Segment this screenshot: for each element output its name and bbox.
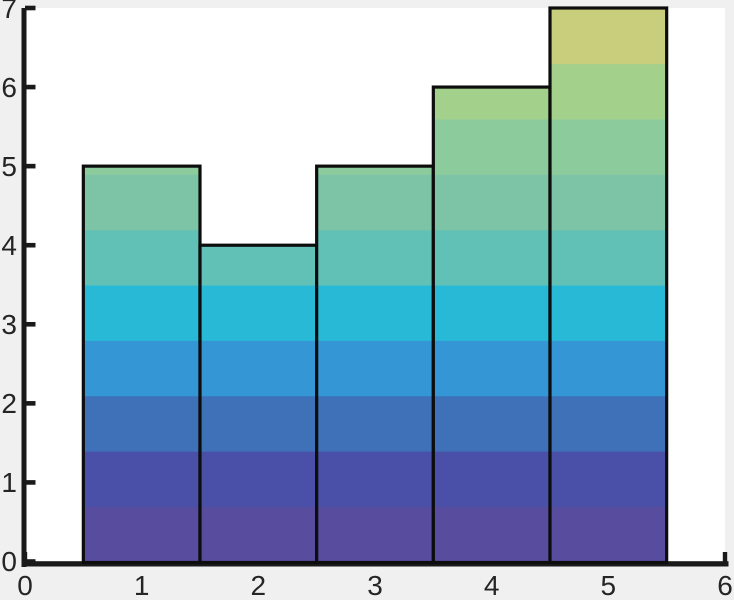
bar-4-band-8: [433, 118, 550, 175]
x-tick-label-1: 1: [133, 570, 150, 600]
y-tick-label-5: 5: [1, 150, 17, 182]
bar-5: [548, 6, 669, 565]
bar-5-band-9: [550, 63, 667, 120]
bar-4-band-3: [433, 395, 550, 452]
x-tick-label-4: 4: [483, 570, 500, 600]
x-tick-label-3: 3: [367, 570, 383, 600]
bar-4-band-4: [433, 340, 550, 397]
bar-1-band-6: [83, 229, 200, 286]
bar-1-band-3: [83, 395, 200, 452]
y-tick-5: [25, 163, 36, 169]
bar-1: [81, 164, 202, 565]
x-tick-6: [722, 552, 728, 562]
bar-5-band-2: [550, 450, 667, 507]
y-tick-label-1: 1: [1, 466, 17, 498]
bar-2-band-1: [200, 506, 317, 563]
y-tick-4: [25, 242, 36, 248]
y-tick-2: [25, 401, 36, 406]
bar-3-band-3: [316, 395, 434, 452]
bar-3-band-1: [316, 506, 434, 563]
bar-2: [198, 243, 319, 565]
bar-2-band-5: [200, 284, 317, 341]
x-tick-label-6: 6: [717, 570, 733, 600]
bar-4-band-1: [433, 506, 550, 563]
bar-4-band-9: [433, 87, 550, 120]
bar-3: [315, 164, 435, 565]
bar-3-band-7: [316, 174, 434, 231]
x-tick-label-5: 5: [600, 570, 617, 600]
y-tick-label-2: 2: [1, 387, 17, 419]
bar-3-band-6: [316, 229, 434, 286]
bar-2-band-3: [200, 395, 317, 452]
y-tick-label-7: 7: [1, 0, 17, 24]
bar-2-band-6: [200, 245, 317, 286]
x-tick-label-2: 2: [250, 570, 267, 600]
bar-2-band-4: [200, 340, 317, 397]
bar-4-band-6: [433, 229, 550, 286]
y-tick-3: [25, 321, 36, 327]
bar-1-band-2: [83, 450, 200, 507]
bar-3-band-4: [316, 340, 434, 397]
bar-5-band-4: [550, 340, 667, 397]
bar-5-band-5: [550, 284, 667, 341]
y-tick-6: [25, 84, 36, 90]
y-axis-spine: [21, 8, 27, 567]
bar-5-band-3: [550, 395, 667, 452]
bar-3-band-5: [316, 284, 434, 341]
bar-4-band-7: [433, 174, 550, 231]
bar-5-band-7: [550, 174, 667, 231]
x-tick-label-0: 0: [17, 570, 33, 600]
bar-5-band-6: [550, 229, 667, 286]
bar-4-band-2: [433, 450, 550, 507]
bar-5-band-8: [550, 118, 667, 175]
bar-3-band-8: [316, 166, 434, 175]
bar-5-band-1: [550, 506, 667, 563]
bar-1-band-4: [83, 340, 200, 397]
y-tick-7: [25, 5, 36, 11]
y-tick-1: [25, 480, 36, 485]
bar-1-band-7: [83, 174, 200, 231]
bar-4-band-5: [433, 284, 550, 341]
y-tick-label-6: 6: [1, 71, 17, 103]
bar-1-band-5: [83, 284, 200, 341]
bar-4: [431, 85, 552, 565]
bar-1-band-8: [83, 166, 200, 175]
y-tick-label-3: 3: [1, 308, 17, 340]
bar-2-band-2: [200, 450, 317, 507]
bar-1-band-1: [83, 506, 200, 563]
y-tick-label-0: 0: [1, 546, 17, 577]
bar-5-outline: [548, 6, 669, 565]
y-tick-label-4: 4: [1, 229, 17, 261]
bar-3-band-2: [316, 450, 434, 507]
bar-5-band-10: [550, 8, 667, 65]
